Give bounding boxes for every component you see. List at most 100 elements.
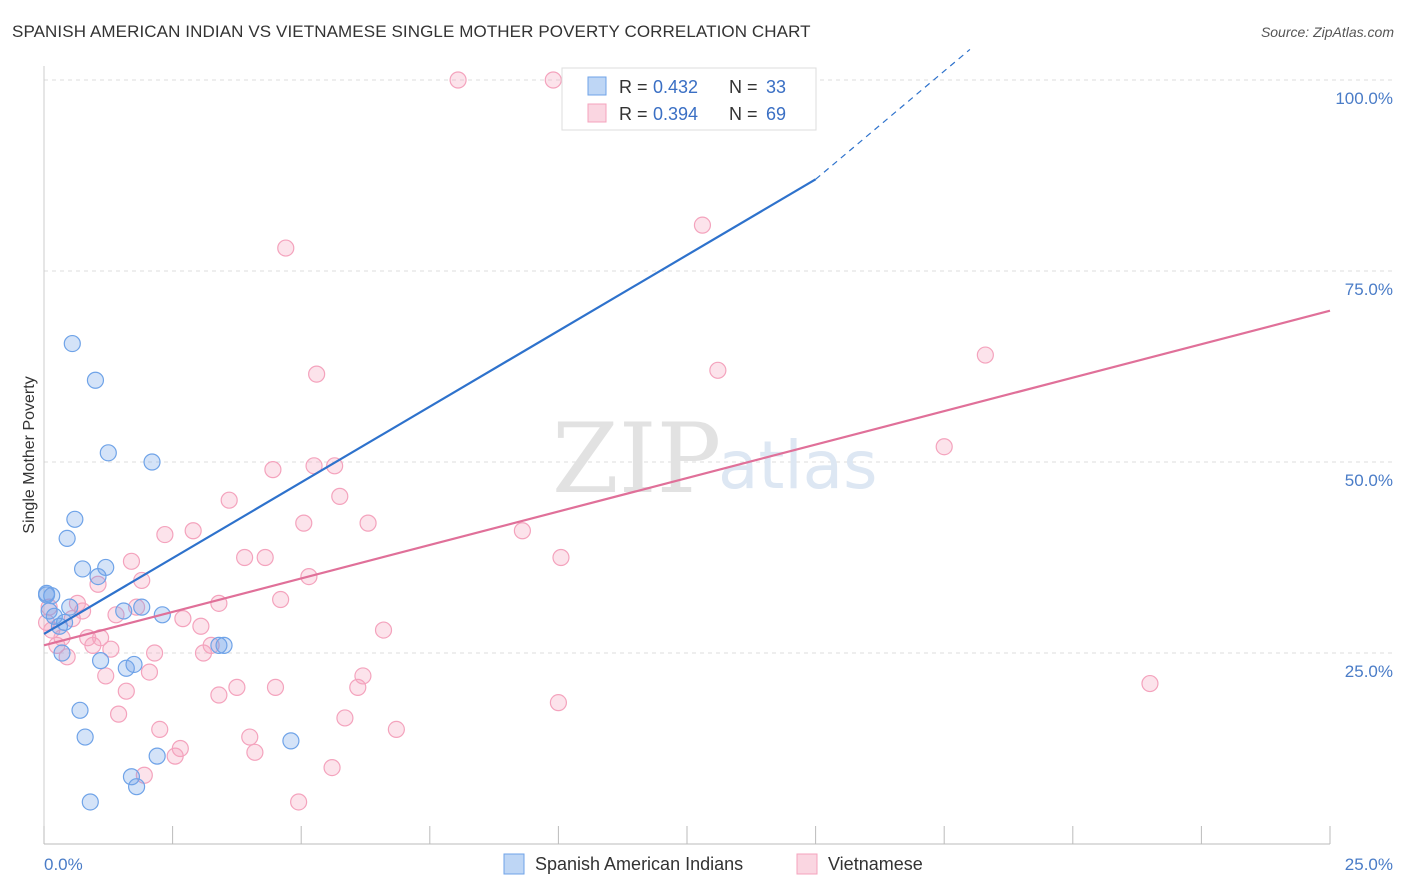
trend-line-extension-spanish-american-indians: [815, 48, 971, 180]
point-vietnamese: [449, 71, 467, 89]
point-spanish-american-indians: [66, 510, 84, 528]
point-vietnamese: [192, 617, 210, 635]
point-vietnamese: [102, 640, 120, 658]
point-spanish-american-indians: [71, 701, 89, 719]
point-spanish-american-indians: [61, 598, 79, 616]
stats-legend-n-value: 33: [766, 77, 786, 97]
point-vietnamese: [354, 667, 372, 685]
point-vietnamese: [109, 705, 128, 723]
trend-line-spanish-american-indians: [43, 178, 817, 635]
point-vietnamese: [151, 720, 169, 739]
point-vietnamese: [709, 361, 727, 379]
point-spanish-american-indians: [148, 747, 166, 765]
point-vietnamese: [264, 461, 282, 479]
point-vietnamese: [210, 686, 228, 704]
point-vietnamese: [549, 694, 568, 712]
point-spanish-american-indians: [73, 560, 92, 578]
point-spanish-american-indians: [127, 778, 146, 796]
stats-legend-box: [561, 67, 817, 131]
point-spanish-american-indians: [143, 453, 161, 471]
point-vietnamese: [976, 346, 994, 364]
point-vietnamese: [374, 621, 393, 639]
point-spanish-american-indians: [115, 602, 133, 620]
stats-legend-swatch: [587, 103, 607, 123]
point-spanish-american-indians: [117, 659, 135, 677]
point-spanish-american-indians: [86, 371, 105, 389]
y-tick-label: 100.0%: [1335, 89, 1393, 108]
point-spanish-american-indians: [58, 529, 76, 548]
point-vietnamese: [256, 548, 274, 567]
watermark-atlas: atlas: [718, 427, 878, 504]
point-spanish-american-indians: [37, 584, 56, 603]
axes: 25.0% 50.0% 75.0% 100.0% 0.0% 25.0%: [43, 66, 1393, 874]
point-vietnamese: [228, 678, 246, 696]
watermark-zip: ZIP: [552, 403, 721, 515]
point-spanish-american-indians: [63, 334, 81, 353]
series-legend-label: Spanish American Indians: [535, 854, 743, 874]
series-legend-label: Vietnamese: [828, 854, 923, 874]
y-tick-label: 75.0%: [1345, 280, 1393, 299]
point-vietnamese: [935, 438, 953, 456]
source-credit: Source: ZipAtlas.com: [1260, 24, 1394, 40]
series-legend-swatch: [796, 853, 818, 875]
point-vietnamese: [117, 682, 135, 700]
stats-legend-r-label: R =: [619, 104, 648, 124]
point-spanish-american-indians: [99, 444, 117, 462]
point-vietnamese: [156, 525, 174, 544]
point-vietnamese: [127, 598, 146, 616]
point-spanish-american-indians: [133, 598, 151, 616]
point-vietnamese: [387, 720, 405, 739]
point-vietnamese: [295, 514, 313, 532]
point-vietnamese: [544, 71, 562, 89]
point-vietnamese: [246, 743, 264, 761]
point-spanish-american-indians: [210, 636, 228, 654]
point-vietnamese: [693, 216, 712, 234]
watermark: ZIP atlas: [552, 403, 878, 515]
point-vietnamese: [308, 365, 326, 383]
y-tick-label: 50.0%: [1345, 471, 1393, 490]
point-spanish-american-indians: [91, 652, 110, 670]
trend-lines: [43, 48, 1331, 647]
point-vietnamese: [552, 548, 570, 567]
stats-legend-r-value: 0.432: [653, 77, 698, 97]
stats-legend-n-label: N =: [729, 77, 758, 97]
x-tick-label-left: 0.0%: [44, 855, 83, 874]
point-vietnamese: [107, 606, 125, 624]
point-vietnamese: [277, 239, 295, 257]
point-spanish-american-indians: [53, 644, 71, 662]
legend: R = 0.432 N = 33 R = 0.394 N = 69 Spanish Am…: [503, 67, 923, 875]
points: [37, 71, 1159, 811]
x-tick-label-right: 25.0%: [1345, 855, 1393, 874]
point-vietnamese: [272, 590, 290, 609]
point-vietnamese: [336, 709, 354, 727]
point-vietnamese: [236, 548, 254, 567]
point-spanish-american-indians: [125, 655, 143, 674]
point-vietnamese: [323, 758, 341, 777]
point-spanish-american-indians: [81, 793, 99, 811]
stats-legend-n-label: N =: [729, 104, 758, 124]
series-legend-swatch: [503, 853, 525, 875]
y-axis-label-group: Single Mother Poverty: [21, 376, 38, 533]
point-spanish-american-indians: [215, 636, 233, 654]
trend-line-vietnamese: [43, 309, 1331, 647]
point-vietnamese: [359, 514, 377, 532]
stats-legend-r-value: 0.394: [653, 104, 698, 124]
point-vietnamese: [331, 487, 349, 505]
point-vietnamese: [174, 610, 192, 628]
stats-legend-swatch: [587, 76, 607, 96]
point-vietnamese: [290, 793, 308, 811]
point-vietnamese: [97, 667, 115, 685]
point-vietnamese: [122, 552, 141, 570]
point-vietnamese: [241, 728, 259, 746]
point-spanish-american-indians: [122, 768, 141, 786]
point-vietnamese: [184, 522, 202, 540]
point-vietnamese: [140, 663, 159, 681]
stats-legend-n-value: 69: [766, 104, 786, 124]
y-tick-label: 25.0%: [1345, 662, 1393, 681]
point-spanish-american-indians: [45, 607, 63, 625]
point-vietnamese: [266, 678, 285, 696]
point-vietnamese: [171, 739, 189, 758]
stats-legend-r-label: R =: [619, 77, 648, 97]
chart-title: SPANISH AMERICAN INDIAN VS VIETNAMESE SI…: [12, 22, 811, 41]
